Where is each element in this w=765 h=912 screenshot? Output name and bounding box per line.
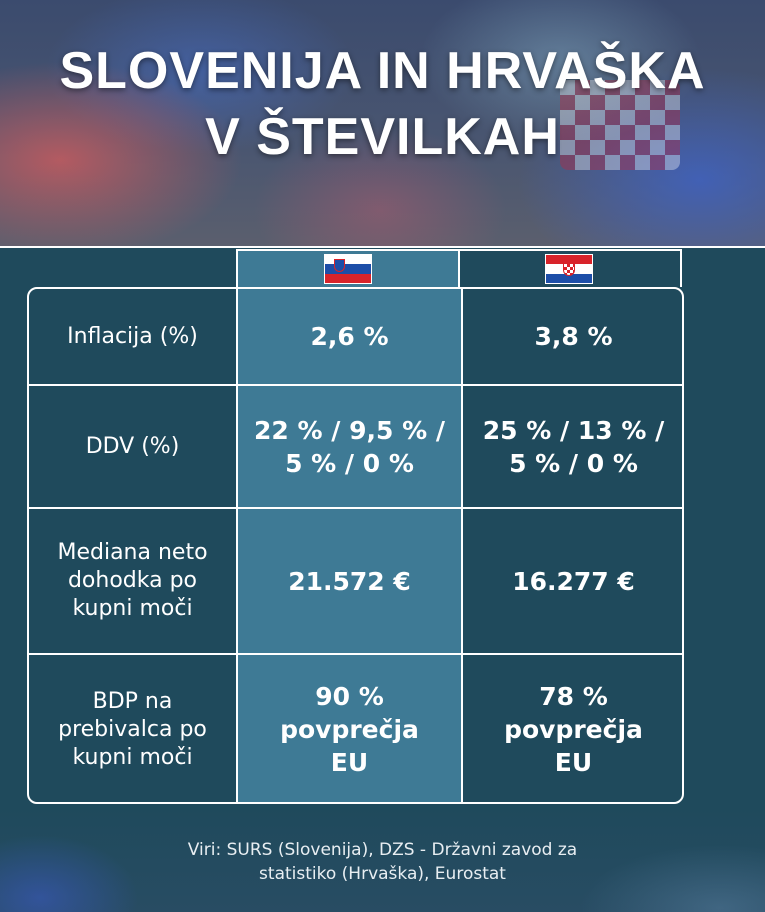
croatian-checkerboard-decoration bbox=[560, 80, 680, 170]
slovenia-inflation: 2,6 % bbox=[310, 322, 389, 351]
croatia-median-income: 16.277 € bbox=[512, 566, 635, 596]
croatia-flag-icon bbox=[545, 254, 593, 284]
page-title: SLOVENIJA IN HRVAŠKA V ŠTEVILKAH bbox=[0, 38, 765, 170]
croatia-gdp: 78 % povprečja EU bbox=[504, 682, 643, 777]
slovenia-flag-icon bbox=[324, 254, 372, 284]
slovenia-median-income: 21.572 € bbox=[288, 566, 411, 596]
slovenia-column-background bbox=[238, 289, 463, 802]
row-label-median-income: Mediana neto dohodka po kupni moči bbox=[57, 540, 208, 621]
header-banner bbox=[0, 0, 765, 248]
comparison-table: Inflacija (%) 2,6 % 3,8 % DDV (%) 22 % /… bbox=[27, 287, 684, 804]
row-label-gdp: BDP na prebivalca po kupni moči bbox=[58, 688, 207, 770]
croatia-inflation: 3,8 % bbox=[534, 322, 613, 351]
banner-divider bbox=[0, 246, 765, 248]
header-slovenia bbox=[236, 249, 460, 287]
croatia-vat: 25 % / 13 % /5 % / 0 % bbox=[482, 415, 665, 478]
slovenia-vat: 22 % / 9,5 % /5 % / 0 % bbox=[254, 415, 445, 478]
header-croatia bbox=[458, 249, 682, 287]
slovenia-gdp: 90 % povprečja EU bbox=[280, 682, 419, 777]
row-label-vat: DDV (%) bbox=[85, 433, 180, 459]
title-line-2: V ŠTEVILKAH bbox=[205, 108, 560, 166]
title-line-1: SLOVENIJA IN HRVAŠKA bbox=[59, 42, 706, 100]
footer-background bbox=[0, 808, 765, 912]
row-label-inflation: Inflacija (%) bbox=[67, 323, 198, 349]
source-note: Viri: SURS (Slovenija), DZS - Državni za… bbox=[187, 840, 578, 884]
